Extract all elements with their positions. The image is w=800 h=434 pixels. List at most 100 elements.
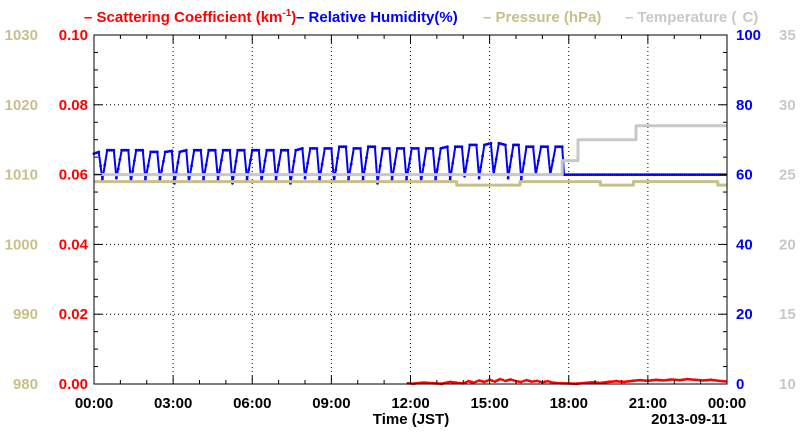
scattering-series-point (591, 380, 594, 384)
humidity-series-point (541, 145, 545, 149)
humidity-series-point (477, 176, 481, 180)
humidity-series-point (146, 164, 150, 168)
humidity-series-point (393, 162, 397, 166)
scattering-series-point (464, 380, 468, 384)
humidity-series-point (168, 149, 172, 153)
scattering-tick-label: 0.04 (59, 236, 89, 253)
humidity-series-point (257, 148, 261, 152)
humidity-series-point (683, 173, 687, 177)
humidity-series-point (527, 145, 531, 149)
humidity-series-point (715, 173, 718, 177)
humidity-series-point (571, 173, 574, 177)
scattering-series-point (608, 380, 612, 384)
humidity-series-point (290, 170, 294, 174)
humidity-series-point (494, 157, 498, 161)
humidity-series-point (691, 173, 695, 177)
humidity-series-point (195, 148, 198, 152)
humidity-series-point (679, 173, 682, 177)
x-tick-label: 09:00 (312, 395, 350, 412)
humidity-series-point (265, 148, 269, 152)
humidity-series-point (323, 147, 327, 150)
humidity-series-point (617, 173, 621, 177)
humidity-series-point (670, 173, 674, 177)
humidity-series-point (594, 173, 598, 177)
humidity-series-point (666, 173, 670, 177)
pressure-tick-label: 990 (13, 306, 38, 323)
legend-pressure: – Pressure (hPa) (483, 9, 601, 26)
humidity-series-point (320, 162, 324, 166)
humidity-series-point (689, 173, 693, 177)
humidity-series-point (687, 173, 691, 177)
humidity-series-point (226, 148, 230, 152)
humidity-series-point (510, 154, 513, 158)
humidity-series-point (342, 145, 346, 149)
humidity-tick-label: 40 (736, 236, 753, 253)
scattering-series-point (512, 378, 515, 382)
humidity-series-point (315, 147, 319, 150)
humidity-series-point (621, 173, 625, 177)
humidity-series-point (609, 173, 612, 177)
humidity-series-point (330, 147, 333, 150)
humidity-series-point (118, 158, 122, 161)
humidity-series-point (429, 147, 433, 150)
humidity-series-point (443, 145, 447, 149)
humidity-series-point (653, 173, 657, 177)
humidity-series-point (163, 150, 167, 154)
legend-humidity: – Relative Humidity(%) (296, 9, 458, 26)
humidity-series-point (460, 145, 464, 149)
humidity-series-point (499, 142, 503, 146)
humidity-series-point (236, 148, 240, 152)
humidity-series-point (615, 173, 619, 177)
humidity-series-point (592, 173, 595, 177)
humidity-series-point (645, 173, 648, 177)
x-tick-label: 03:00 (154, 395, 192, 412)
humidity-series-point (458, 145, 462, 149)
humidity-series-point (182, 149, 186, 153)
humidity-tick-label: 100 (736, 27, 761, 44)
scattering-series-point (533, 379, 536, 383)
humidity-series-point (139, 148, 143, 152)
ticks (93, 34, 728, 385)
humidity-series-point (103, 163, 107, 167)
humidity-series-point (363, 167, 367, 171)
scattering-series-point (501, 378, 505, 382)
humidity-series-point (539, 145, 543, 149)
scattering-tick-label: 0.00 (59, 376, 88, 393)
humidity-series-point (676, 173, 680, 177)
humidity-series-point (115, 176, 118, 180)
humidity-series-point (485, 143, 488, 146)
scattering-series-point (658, 378, 662, 382)
humidity-series-point (336, 156, 339, 160)
pressure-tick-label: 980 (13, 376, 38, 393)
humidity-series-point (267, 148, 271, 152)
temperature-tick-label: 10 (779, 376, 796, 393)
humidity-series-point (292, 159, 296, 163)
humidity-series-point (153, 150, 157, 154)
scattering-series-point (519, 380, 523, 384)
humidity-series-point (209, 148, 213, 152)
humidity-series-point (470, 143, 474, 147)
x-tick-label: 18:00 (550, 395, 588, 412)
legend-scattering-label: Scattering Coefficient (km (97, 9, 283, 26)
humidity-series-point (630, 173, 634, 177)
temperature-tick-label: 35 (779, 27, 796, 44)
x-tick-label: 06:00 (233, 395, 271, 412)
humidity-series-point (162, 159, 165, 163)
humidity-series-point (250, 148, 254, 152)
humidity-series-point (708, 173, 712, 177)
humidity-series-point (134, 148, 138, 152)
humidity-series-point (133, 159, 136, 163)
legend: – Scattering Coefficient (km-1) – Relati… (84, 8, 758, 26)
x-axis-title: Time (JST) (373, 411, 449, 428)
humidity-series-point (643, 173, 646, 177)
legend-scattering: – Scattering Coefficient (km-1) (84, 8, 296, 26)
humidity-series-point (402, 147, 406, 150)
scattering-series-point (475, 380, 478, 383)
humidity-series-point (277, 163, 280, 167)
humidity-series-point (522, 161, 526, 165)
humidity-series-point (286, 148, 290, 152)
scattering-series-point (690, 378, 693, 381)
humidity-series-point (558, 145, 562, 149)
humidity-series-point (180, 149, 184, 153)
